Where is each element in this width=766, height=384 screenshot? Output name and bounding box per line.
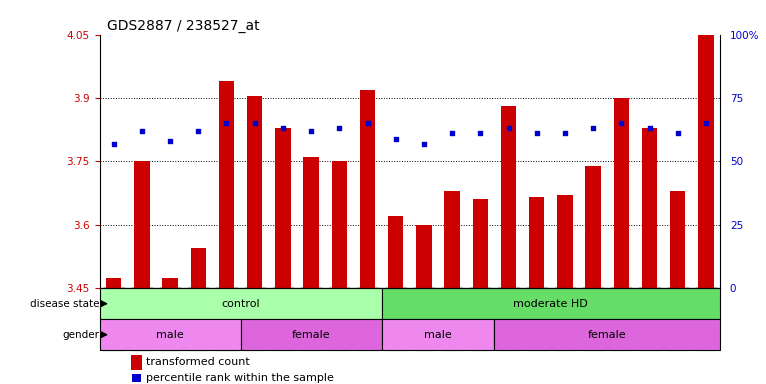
Point: [502, 125, 515, 131]
Point: [390, 136, 402, 142]
Text: male: male: [156, 330, 184, 340]
Bar: [416, 225, 432, 288]
Text: moderate HD: moderate HD: [513, 299, 588, 309]
Bar: [698, 35, 714, 288]
Bar: [303, 157, 319, 288]
Bar: [241, 319, 381, 350]
Bar: [585, 166, 601, 288]
Bar: [130, 355, 142, 371]
Point: [333, 125, 345, 131]
Bar: [501, 106, 516, 288]
Bar: [381, 319, 494, 350]
Point: [136, 128, 148, 134]
Bar: [381, 288, 720, 319]
Point: [192, 128, 205, 134]
Bar: [219, 81, 234, 288]
Bar: [132, 374, 140, 382]
Bar: [275, 127, 290, 288]
Point: [362, 120, 374, 126]
Text: female: female: [292, 330, 330, 340]
Text: male: male: [424, 330, 452, 340]
Bar: [332, 161, 347, 288]
Bar: [494, 319, 720, 350]
Point: [221, 120, 233, 126]
Text: control: control: [221, 299, 260, 309]
Text: transformed count: transformed count: [146, 357, 250, 367]
Bar: [162, 278, 178, 288]
Bar: [473, 199, 488, 288]
Bar: [614, 98, 629, 288]
Bar: [134, 161, 149, 288]
Point: [446, 131, 458, 137]
Bar: [529, 197, 545, 288]
Point: [587, 125, 599, 131]
Point: [248, 120, 260, 126]
Bar: [670, 191, 686, 288]
Bar: [557, 195, 573, 288]
Point: [417, 141, 430, 147]
Point: [305, 128, 317, 134]
Bar: [100, 319, 241, 350]
Point: [672, 131, 684, 137]
Point: [164, 138, 176, 144]
Bar: [444, 191, 460, 288]
Point: [700, 120, 712, 126]
Point: [531, 131, 543, 137]
Bar: [106, 278, 122, 288]
Bar: [388, 216, 404, 288]
Bar: [360, 89, 375, 288]
Point: [558, 131, 571, 137]
Text: percentile rank within the sample: percentile rank within the sample: [146, 373, 334, 383]
Point: [277, 125, 289, 131]
Text: GDS2887 / 238527_at: GDS2887 / 238527_at: [107, 19, 260, 33]
Bar: [247, 96, 263, 288]
Bar: [642, 127, 657, 288]
Point: [615, 120, 627, 126]
Text: female: female: [588, 330, 627, 340]
Bar: [100, 288, 381, 319]
Point: [474, 131, 486, 137]
Point: [107, 141, 119, 147]
Bar: [191, 248, 206, 288]
Text: gender: gender: [63, 330, 100, 340]
Point: [643, 125, 656, 131]
Text: disease state: disease state: [30, 299, 100, 309]
